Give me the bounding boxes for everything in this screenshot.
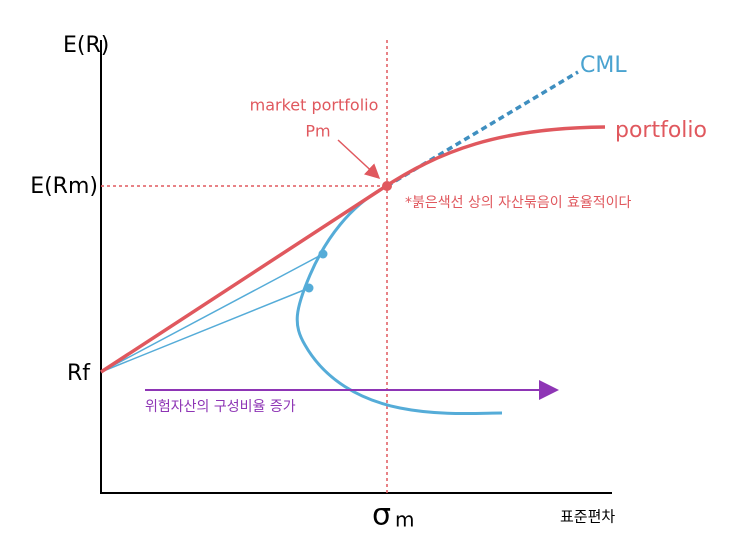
tangent-line <box>100 253 324 373</box>
portfolio-label: portfolio <box>615 118 707 143</box>
cml-line <box>386 70 579 188</box>
cml-label: CML <box>580 53 627 78</box>
y-mark: E(Rm) <box>30 174 98 199</box>
efficient-note: *붉은색선 상의 자산묶음이 효율적이다 <box>405 195 632 211</box>
x-axis-label: 표준편차 <box>560 508 615 526</box>
point <box>304 283 314 293</box>
market-label: market portfolio <box>250 96 379 115</box>
x-mark-subscript: m <box>395 508 414 532</box>
market-point <box>382 181 392 191</box>
x-mark: σ <box>372 498 391 533</box>
arrow-note: 위험자산의 구성비율 증가 <box>145 399 296 415</box>
y-axis-label: E(R) <box>63 33 109 58</box>
tangent-line <box>100 287 310 373</box>
pointer-arrow <box>337 139 381 180</box>
y-mark: Rf <box>67 361 91 386</box>
opportunity-set <box>295 184 503 416</box>
market-symbol: Pm <box>305 122 330 141</box>
point <box>318 249 328 259</box>
efficient-line <box>100 125 606 374</box>
